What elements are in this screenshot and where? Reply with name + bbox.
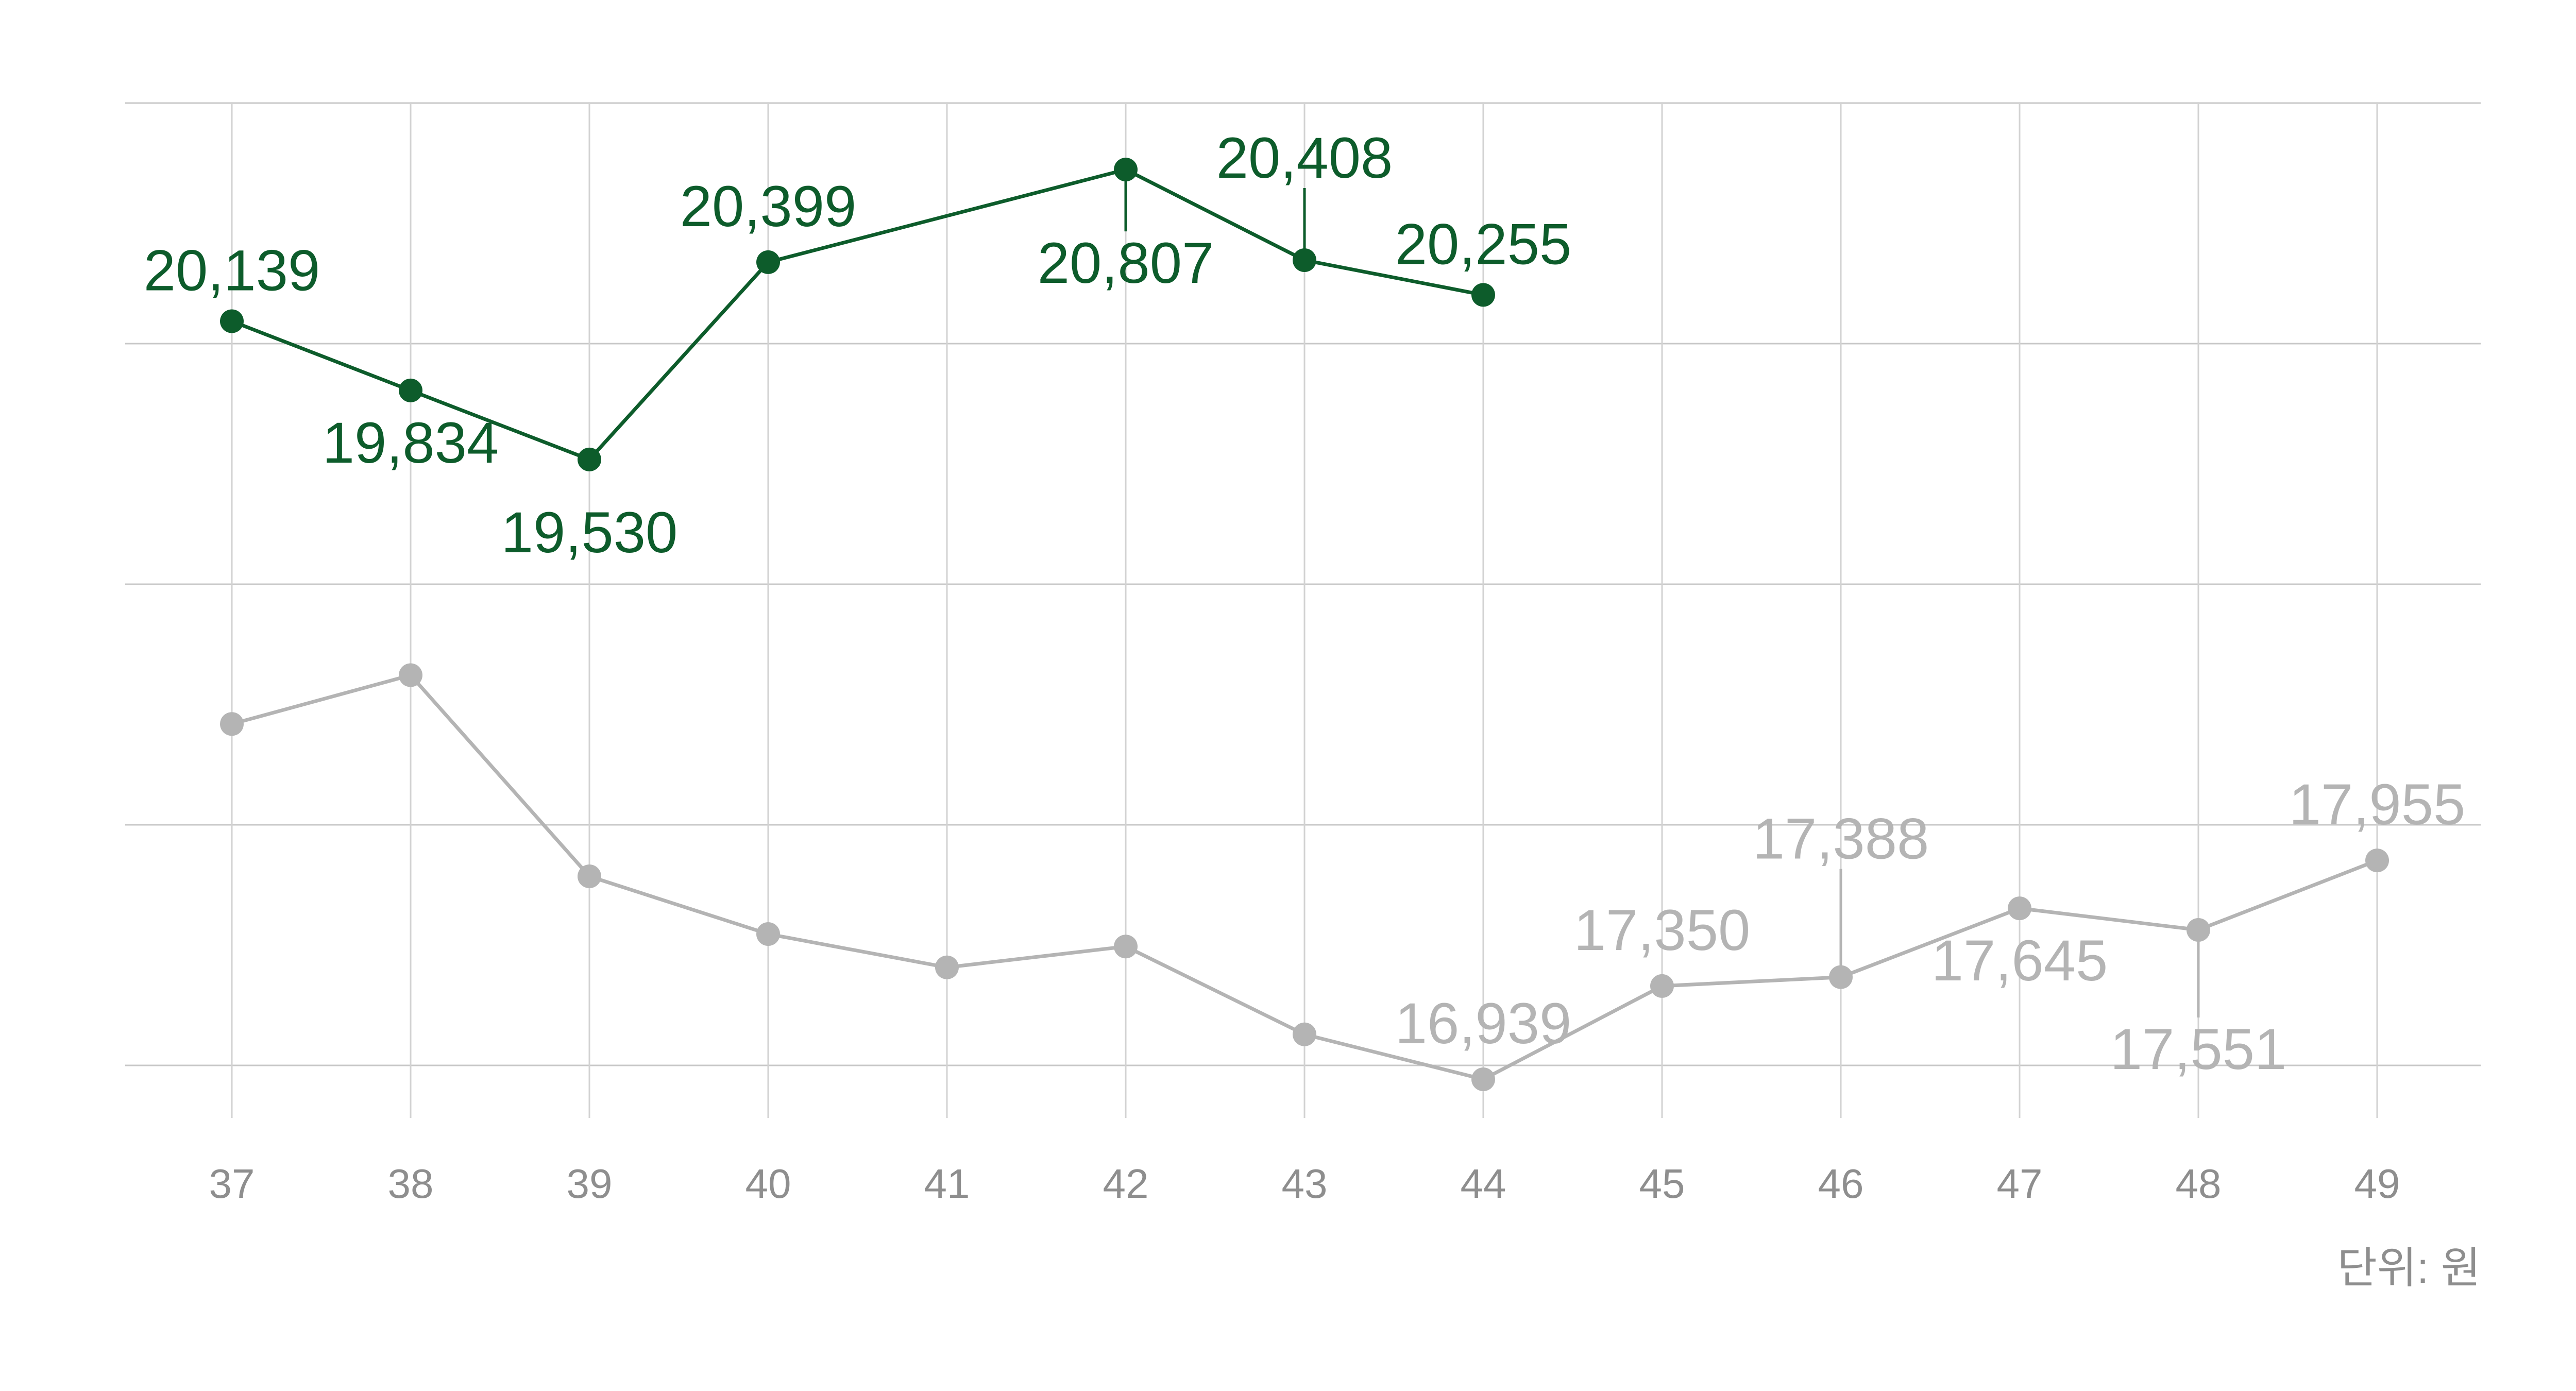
data-point: [578, 447, 601, 471]
data-label: 20,399: [680, 174, 857, 239]
data-point: [1829, 965, 1853, 989]
data-label: 20,139: [144, 239, 320, 303]
x-tick-label: 47: [1997, 1161, 2043, 1207]
data-label: 17,551: [2110, 1017, 2287, 1081]
gridlines: [125, 102, 2481, 1118]
x-tick-label: 39: [567, 1161, 613, 1207]
x-tick-label: 48: [2176, 1161, 2222, 1207]
data-point: [2365, 849, 2389, 873]
x-tick-label: 37: [209, 1161, 255, 1207]
x-tick-label: 41: [924, 1161, 970, 1207]
data-label: 17,350: [1574, 898, 1751, 962]
data-label: 19,530: [501, 500, 678, 565]
data-point: [1293, 1022, 1316, 1046]
data-point: [399, 663, 422, 687]
data-point: [1114, 158, 1138, 182]
data-label: 20,408: [1216, 126, 1393, 190]
data-point: [1114, 935, 1138, 959]
data-point: [1471, 283, 1495, 307]
x-tick-label: 38: [388, 1161, 434, 1207]
data-point: [399, 378, 422, 402]
x-axis-ticks: 37 38 39 40 41 42 43 44 45 46 47 48 49: [209, 1161, 2400, 1207]
unit-label: 단위: 원: [2337, 1244, 2481, 1292]
data-point: [756, 250, 780, 274]
data-label: 20,807: [1038, 231, 1214, 295]
data-label: 16,939: [1395, 991, 1572, 1056]
label-leader-lines: [1124, 169, 2200, 1018]
x-tick-label: 40: [745, 1161, 791, 1207]
x-tick-label: 43: [1282, 1161, 1328, 1207]
x-tick-label: 42: [1103, 1161, 1149, 1207]
data-point: [220, 712, 244, 736]
data-point: [578, 864, 601, 889]
data-point: [756, 922, 780, 946]
x-tick-label: 44: [1461, 1161, 1506, 1207]
data-label: 17,645: [1931, 928, 2108, 993]
data-point: [220, 309, 244, 333]
x-tick-label: 46: [1818, 1161, 1864, 1207]
x-tick-label: 45: [1639, 1161, 1685, 1207]
data-label: 20,255: [1395, 212, 1572, 276]
data-label: 17,388: [1753, 807, 1929, 871]
data-label: 17,955: [2289, 772, 2466, 837]
x-tick-label: 49: [2354, 1161, 2400, 1207]
data-point: [1650, 974, 1674, 998]
data-point: [935, 955, 959, 979]
data-point: [2008, 896, 2031, 921]
data-point: [1471, 1067, 1495, 1091]
data-label: 19,834: [323, 411, 499, 475]
data-point: [1293, 248, 1316, 272]
series-points: [220, 158, 2389, 1091]
data-point: [2187, 918, 2210, 942]
